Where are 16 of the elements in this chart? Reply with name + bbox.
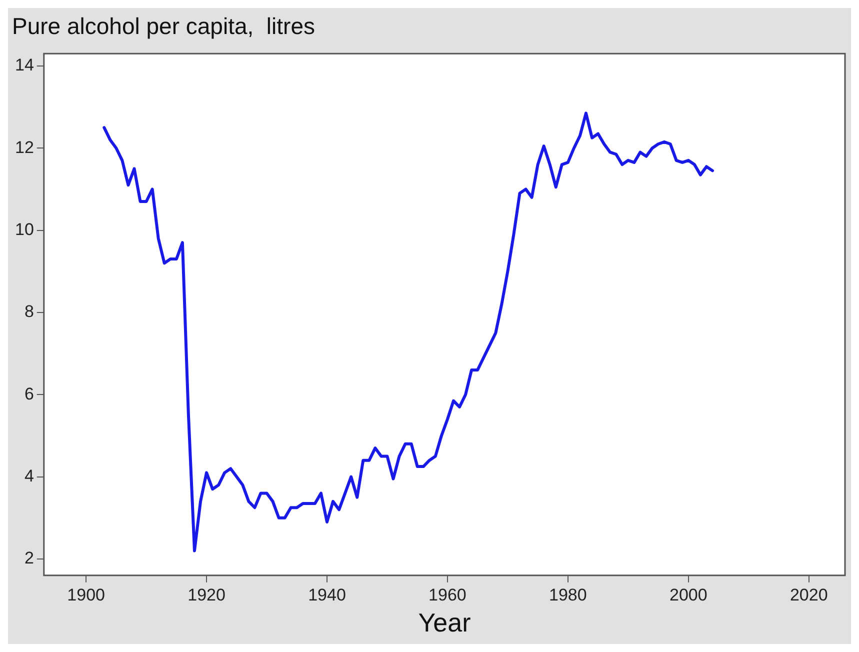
x-axis-title: Year [418, 608, 472, 638]
chart-title: Pure alcohol per capita, litres [12, 13, 315, 40]
x-tick-label: 1940 [308, 585, 346, 604]
x-tick-label: 1980 [549, 585, 587, 604]
x-tick-label: 2020 [790, 585, 828, 604]
x-tick-label: 1900 [67, 585, 105, 604]
y-tick-label: 14 [14, 56, 34, 75]
y-tick-label: 2 [24, 548, 34, 568]
x-tick-label: 2000 [669, 585, 708, 604]
y-tick-label: 6 [24, 384, 34, 404]
y-tick-label: 12 [14, 138, 34, 157]
y-tick-label: 10 [14, 220, 34, 239]
x-tick-label: 1920 [188, 585, 226, 604]
x-tick-label: 1960 [428, 585, 466, 604]
y-tick-label: 8 [24, 302, 34, 322]
y-tick-label: 4 [24, 466, 34, 486]
